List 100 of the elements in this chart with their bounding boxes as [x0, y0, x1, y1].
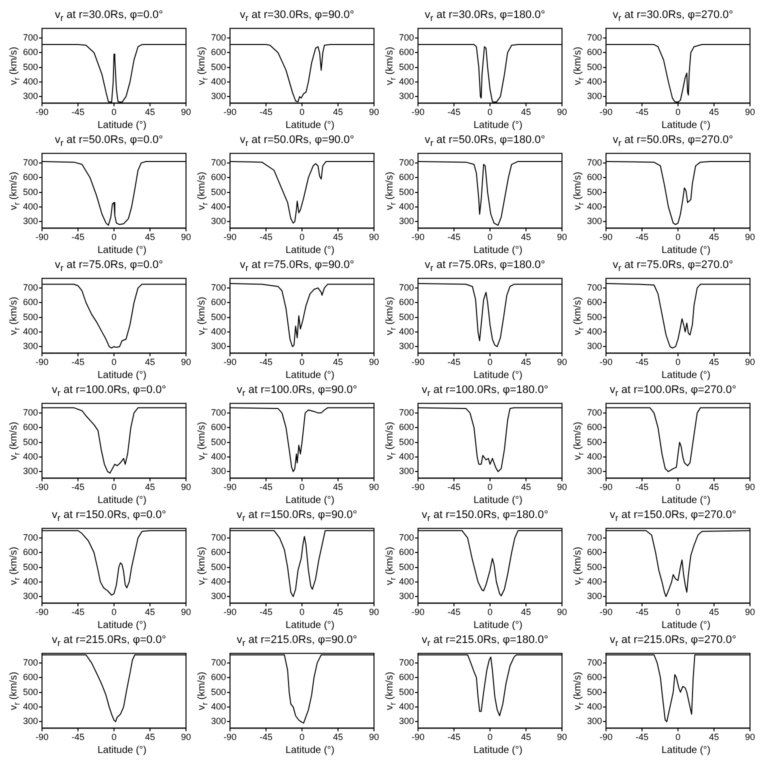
y-tick-label: 700: [398, 32, 414, 42]
x-tick-label: -90: [600, 732, 613, 742]
x-tick-label: -45: [448, 357, 461, 368]
x-tick-label: -45: [636, 482, 649, 492]
x-tick-label: -45: [72, 482, 85, 492]
x-tick-label: -45: [636, 732, 649, 742]
x-tick-label: 90: [556, 107, 568, 118]
y-tick-label: 400: [586, 576, 602, 586]
x-tick-label: -90: [412, 357, 425, 368]
x-tick-label: 45: [144, 482, 156, 492]
x-tick-label: 45: [332, 107, 344, 118]
x-tick-label: -45: [636, 607, 649, 618]
x-tick-label: 45: [708, 357, 720, 368]
x-tick-label: 90: [368, 232, 380, 242]
y-tick-label: 700: [22, 657, 38, 668]
chart-title: v$_{r}$ at r=30.0Rs, φ=0.0°: [54, 8, 164, 24]
x-tick-label: 90: [744, 232, 756, 242]
y-tick-label: 500: [398, 436, 414, 447]
y-tick-label: 300: [398, 466, 414, 476]
y-tick-label: 700: [22, 157, 38, 168]
y-tick-label: 500: [586, 562, 602, 572]
y-tick-label: 600: [398, 672, 414, 682]
x-tick-label: -90: [36, 232, 49, 242]
x-tick-label: 90: [180, 232, 192, 242]
x-tick-label: -45: [72, 357, 85, 368]
y-tick-label: 300: [210, 716, 226, 726]
x-tick-label: 0: [676, 232, 681, 242]
x-axis-title: Latitude (°): [472, 494, 524, 507]
x-axis-title: Latitude (°): [96, 619, 148, 632]
chart-title: v$_{r}$ at r=150.0Rs, φ=180.0°: [420, 508, 550, 524]
y-tick-label: 300: [210, 341, 226, 352]
chart-title: v$_{r}$ at r=100.0Rs, φ=90.0°: [236, 383, 358, 398]
x-tick-label: 45: [332, 607, 344, 618]
y-tick-label: 600: [398, 172, 414, 182]
x-tick-label: 0: [112, 482, 117, 492]
x-tick-label: 45: [520, 357, 532, 368]
y-tick-label: 400: [210, 451, 226, 462]
y-tick-label: 500: [586, 62, 602, 72]
x-tick-label: 90: [368, 607, 380, 618]
y-tick-label: 500: [22, 312, 38, 322]
y-tick-label: 500: [398, 312, 414, 322]
y-tick-label: 400: [398, 201, 414, 212]
x-tick-label: 0: [300, 482, 305, 492]
y-tick-label: 600: [398, 547, 414, 558]
x-axis-title: Latitude (°): [284, 244, 336, 257]
y-tick-label: 300: [22, 716, 38, 726]
y-tick-label: 500: [210, 436, 226, 447]
y-tick-label: 700: [210, 157, 226, 168]
y-tick-label: 500: [210, 686, 226, 697]
y-tick-label: 700: [210, 407, 226, 418]
x-axis-title: Latitude (°): [284, 619, 336, 632]
x-tick-label: -45: [448, 607, 461, 618]
x-axis-title: Latitude (°): [284, 119, 336, 132]
x-tick-label: -45: [260, 232, 273, 242]
x-tick-label: 90: [368, 732, 380, 742]
y-tick-label: 600: [22, 172, 38, 182]
y-tick-label: 600: [210, 672, 226, 682]
x-axis-title: Latitude (°): [472, 619, 524, 632]
y-tick-label: 500: [398, 686, 414, 697]
x-tick-label: 45: [144, 232, 156, 242]
y-tick-label: 600: [22, 47, 38, 58]
x-tick-label: -45: [448, 732, 461, 742]
y-tick-label: 500: [586, 436, 602, 447]
y-tick-label: 600: [586, 297, 602, 308]
x-tick-label: 0: [300, 357, 305, 368]
chart-title: v$_{r}$ at r=150.0Rs, φ=90.0°: [236, 508, 358, 524]
y-tick-label: 500: [22, 436, 38, 447]
x-tick-label: -90: [412, 732, 425, 742]
y-tick-label: 400: [22, 576, 38, 586]
y-tick-label: 300: [398, 216, 414, 226]
x-tick-label: -45: [636, 357, 649, 368]
x-tick-label: -90: [224, 607, 237, 618]
x-tick-label: -90: [600, 232, 613, 242]
y-tick-label: 400: [586, 201, 602, 212]
x-tick-label: 0: [112, 107, 117, 118]
chart-title: v$_{r}$ at r=75.0Rs, φ=90.0°: [238, 258, 356, 274]
y-tick-label: 700: [586, 282, 602, 292]
y-tick-label: 300: [398, 591, 414, 602]
x-tick-label: 45: [520, 607, 532, 618]
x-tick-label: -45: [448, 482, 461, 492]
y-tick-label: 400: [586, 76, 602, 86]
chart-title: v$_{r}$ at r=215.0Rs, φ=180.0°: [420, 633, 550, 648]
x-tick-label: 90: [180, 732, 192, 742]
chart-title: v$_{r}$ at r=215.0Rs, φ=0.0°: [50, 633, 168, 648]
x-tick-label: -90: [224, 482, 237, 492]
x-tick-label: -45: [636, 107, 649, 118]
x-tick-label: -45: [72, 732, 85, 742]
y-tick-label: 300: [210, 591, 226, 602]
x-tick-label: -90: [600, 357, 613, 368]
y-tick-label: 700: [210, 657, 226, 668]
y-tick-label: 700: [398, 282, 414, 292]
y-tick-label: 600: [398, 422, 414, 432]
x-tick-label: 45: [144, 732, 156, 742]
y-tick-label: 300: [398, 91, 414, 102]
x-axis-title: Latitude (°): [284, 369, 336, 382]
y-tick-label: 300: [586, 341, 602, 352]
y-tick-label: 400: [398, 451, 414, 462]
y-tick-label: 300: [210, 216, 226, 226]
x-tick-label: -45: [636, 232, 649, 242]
x-tick-label: 0: [300, 607, 305, 618]
